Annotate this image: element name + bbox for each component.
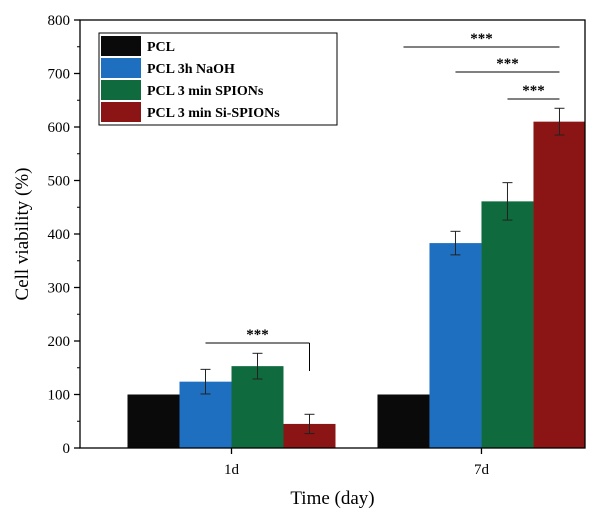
significance-bracket: *** (403, 31, 560, 48)
x-tick-label: 7d (474, 462, 490, 478)
y-tick-label: 500 (48, 174, 71, 190)
significance-label: *** (470, 31, 493, 47)
significance-bracket: *** (205, 327, 310, 371)
axes: 0 100 200 300 400 500 600 700 800 1d 7d (48, 13, 490, 478)
x-tick-label: 1d (224, 462, 240, 478)
legend-swatch (101, 58, 141, 78)
legend: PCL PCL 3h NaOH PCL 3 min SPIONs PCL 3 min … (98, 32, 338, 126)
error-bar-7d-series-1 (450, 230, 461, 256)
significance-label: *** (496, 56, 519, 72)
error-bar-1d-series-3 (304, 413, 315, 435)
y-axis-title: Cell viability (%) (12, 168, 33, 301)
bars (127, 121, 586, 449)
y-tick-label: 400 (48, 227, 71, 243)
y-tick-label: 100 (48, 388, 71, 404)
significance-annotations: ************ (205, 31, 560, 371)
legend-swatch (101, 80, 141, 100)
error-bar-1d-series-1 (200, 368, 211, 395)
bar-1d-series-0 (127, 394, 180, 448)
error-bar-7d-series-2 (502, 182, 513, 221)
legend-label: PCL 3 min SPIONs (147, 84, 264, 99)
bar-1d-series-2 (231, 366, 284, 448)
y-tick-label: 200 (48, 334, 71, 350)
error-bar-1d-series-2 (252, 352, 263, 380)
y-tick-label: 700 (48, 67, 71, 83)
legend-label: PCL 3h NaOH (147, 62, 235, 77)
legend-label: PCL (147, 40, 175, 55)
legend-item: PCL 3 min Si-SPIONs (101, 102, 280, 122)
y-tick-label: 300 (48, 281, 71, 297)
legend-item: PCL 3h NaOH (101, 58, 235, 78)
legend-label: PCL 3 min Si-SPIONs (147, 106, 280, 121)
bar-7d-series-1 (429, 243, 482, 448)
significance-bracket: *** (455, 56, 560, 73)
significance-label: *** (246, 327, 269, 343)
legend-item: PCL 3 min SPIONs (101, 80, 264, 100)
error-bar-7d-series-3 (554, 107, 565, 136)
significance-label: *** (522, 83, 545, 99)
y-tick-label: 800 (48, 13, 71, 29)
legend-swatch (101, 102, 141, 122)
bar-7d-series-2 (481, 201, 534, 448)
legend-swatch (101, 36, 141, 56)
bar-7d-series-3 (533, 121, 586, 449)
significance-bracket: *** (507, 83, 560, 100)
x-axis-title: Time (day) (290, 488, 374, 509)
y-tick-label: 0 (63, 441, 71, 457)
y-tick-label: 600 (48, 120, 71, 136)
legend-item: PCL (101, 36, 175, 56)
bar-7d-series-0 (377, 394, 430, 448)
error-bars (200, 107, 565, 435)
